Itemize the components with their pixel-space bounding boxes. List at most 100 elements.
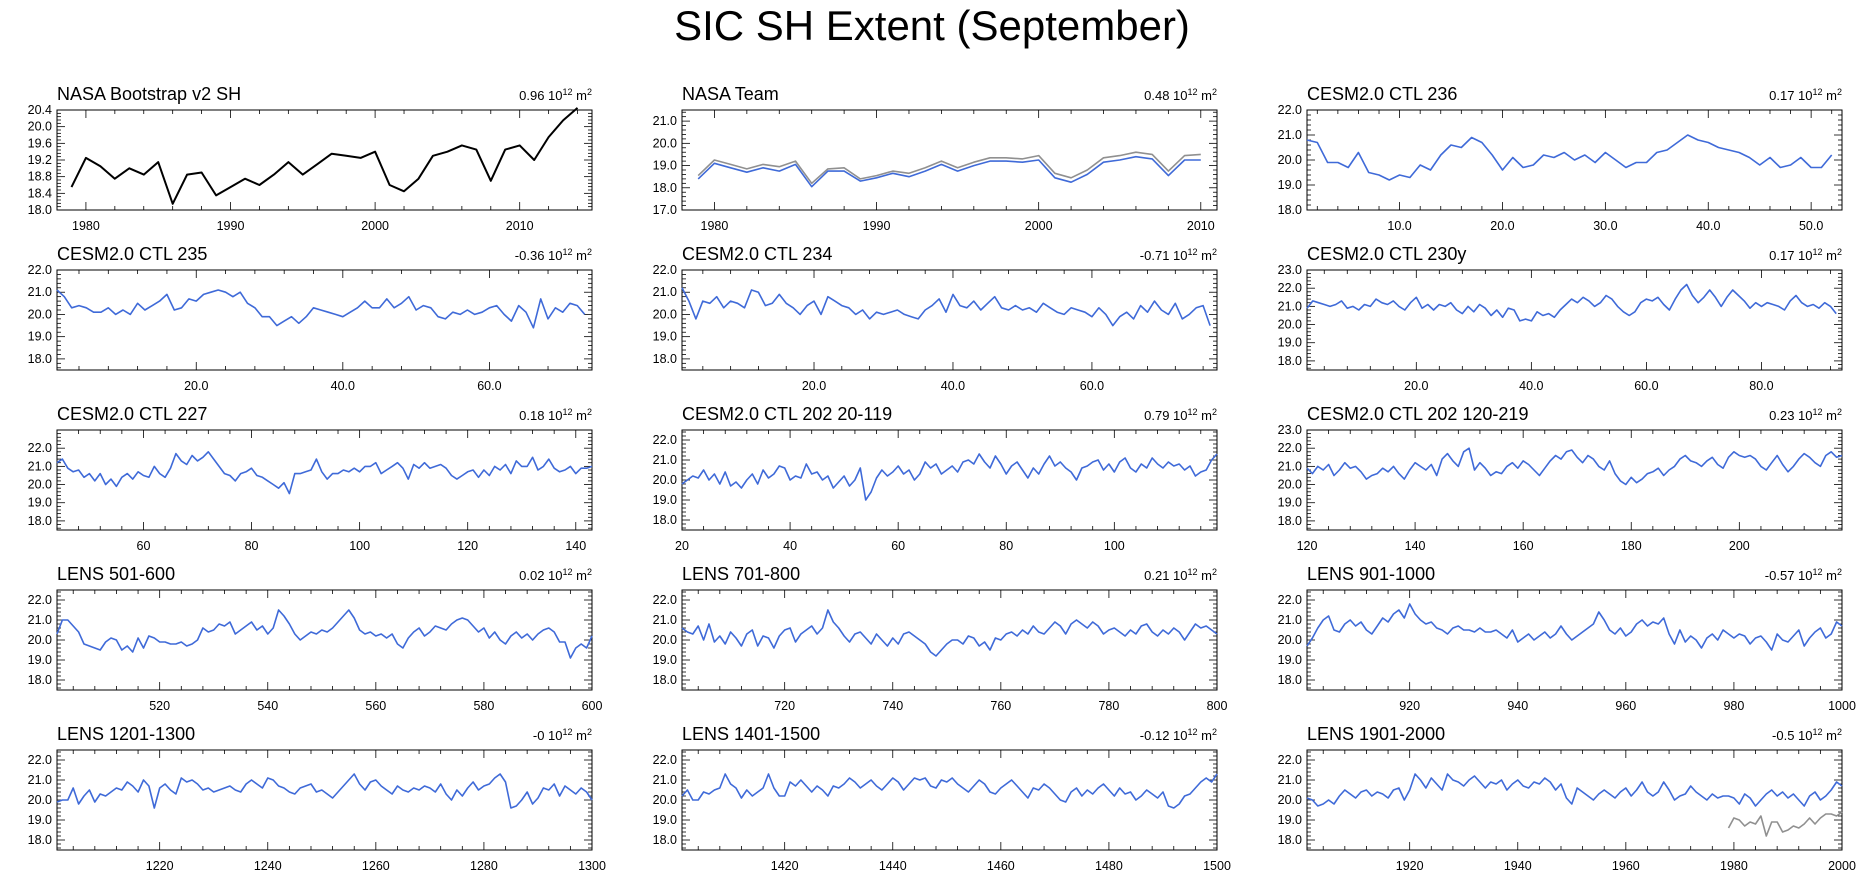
y-tick-label: 21.0: [28, 285, 52, 299]
panel-title: CESM2.0 CTL 202 120-219: [1307, 404, 1528, 424]
y-tick-label: 18.0: [28, 514, 52, 528]
panel-3: CESM2.0 CTL 236 0.17 1012 m2 18.0 19.0 20.0 2…: [1278, 84, 1843, 233]
y-tick-label: 20.0: [653, 473, 677, 487]
panel-title: LENS 1401-1500: [682, 724, 820, 744]
x-tick-label: 520: [149, 699, 170, 713]
y-tick-label: 20.0: [653, 793, 677, 807]
panel-trend-note: -0 1012 m2: [533, 727, 592, 743]
x-tick-label: 60.0: [1634, 379, 1658, 393]
y-tick-label: 18.0: [28, 203, 52, 217]
panel-1: NASA Bootstrap v2 SH 0.96 1012 m2 18.0 18.4…: [28, 84, 593, 233]
panel-trend-note: -0.36 1012 m2: [515, 247, 592, 263]
y-tick-label: 18.0: [1278, 354, 1302, 368]
x-tick-label: 580: [473, 699, 494, 713]
y-tick-label: 19.0: [28, 330, 52, 344]
x-tick-label: 100: [1104, 539, 1125, 553]
x-tick-label: 50.0: [1799, 219, 1823, 233]
y-tick-label: 22.0: [653, 263, 677, 277]
x-tick-label: 920: [1399, 699, 1420, 713]
y-tick-label: 19.0: [653, 330, 677, 344]
plot-frame: [56, 269, 593, 371]
x-tick-label: 100: [349, 539, 370, 553]
y-tick-label: 19.6: [28, 136, 52, 150]
x-tick-label: 1480: [1095, 859, 1123, 873]
x-tick-label: 20.0: [184, 379, 208, 393]
plot-frame: [1306, 429, 1843, 531]
plot-frame: [681, 589, 1218, 691]
panel-2: NASA Team 0.48 1012 m2 17.0 18.0 19.0 20.0 21.…: [653, 84, 1218, 233]
x-tick-label: 180: [1621, 539, 1642, 553]
x-tick-label: 2000: [1025, 219, 1053, 233]
x-tick-label: 1000: [1828, 699, 1856, 713]
y-tick-label: 21.0: [28, 613, 52, 627]
y-tick-label: 20.0: [1278, 153, 1302, 167]
series-line-model: [56, 773, 593, 809]
y-tick-label: 18.0: [653, 181, 677, 195]
y-tick-label: 20.0: [1278, 793, 1302, 807]
plot-frame: [681, 429, 1218, 531]
y-tick-label: 22.0: [28, 593, 52, 607]
y-tick-label: 23.0: [1278, 263, 1302, 277]
panel-title: CESM2.0 CTL 235: [57, 244, 207, 264]
panel-title: LENS 1901-2000: [1307, 724, 1445, 744]
x-tick-label: 560: [365, 699, 386, 713]
panel-title: LENS 1201-1300: [57, 724, 195, 744]
series-line-model: [1306, 134, 1833, 181]
x-tick-label: 2000: [361, 219, 389, 233]
panel-title: CESM2.0 CTL 227: [57, 404, 207, 424]
y-tick-label: 21.0: [1278, 459, 1302, 473]
series-line-model: [56, 450, 593, 495]
y-tick-label: 22.0: [1278, 593, 1302, 607]
x-tick-label: 980: [1723, 699, 1744, 713]
x-tick-label: 1500: [1203, 859, 1231, 873]
series-line-model: [1306, 447, 1843, 486]
y-tick-label: 19.0: [653, 653, 677, 667]
x-tick-label: 20.0: [1490, 219, 1514, 233]
x-tick-label: 1980: [1720, 859, 1748, 873]
y-tick-label: 22.0: [1278, 441, 1302, 455]
x-tick-label: 1960: [1612, 859, 1640, 873]
y-tick-label: 19.0: [1278, 178, 1302, 192]
y-tick-label: 19.0: [653, 813, 677, 827]
x-tick-label: 160: [1513, 539, 1534, 553]
y-tick-label: 20.0: [28, 120, 52, 134]
panel-title: NASA Team: [682, 84, 779, 104]
x-tick-label: 740: [882, 699, 903, 713]
panel-trend-note: -0.71 1012 m2: [1140, 247, 1217, 263]
y-tick-label: 22.0: [1278, 103, 1302, 117]
y-tick-label: 20.4: [28, 103, 52, 117]
plot-frame: [56, 749, 593, 851]
y-tick-label: 22.0: [1278, 753, 1302, 767]
panel-13: LENS 1201-1300 -0 1012 m2 18.0 19.0 20.0 21.0…: [28, 724, 606, 873]
x-tick-label: 140: [1405, 539, 1426, 553]
y-tick-label: 18.0: [1278, 833, 1302, 847]
x-tick-label: 1980: [701, 219, 729, 233]
panel-title: CESM2.0 CTL 202 20-119: [682, 404, 892, 424]
x-tick-label: 960: [1615, 699, 1636, 713]
x-tick-label: 1280: [470, 859, 498, 873]
y-tick-label: 21.0: [653, 453, 677, 467]
y-tick-label: 18.0: [1278, 673, 1302, 687]
y-tick-label: 19.0: [28, 813, 52, 827]
x-tick-label: 80: [999, 539, 1013, 553]
x-tick-label: 40.0: [1519, 379, 1543, 393]
series-line-model: [681, 609, 1218, 657]
y-tick-label: 17.0: [653, 203, 677, 217]
series-line-model: [681, 773, 1218, 809]
panel-trend-note: 0.48 1012 m2: [1144, 87, 1217, 103]
x-tick-label: 60: [137, 539, 151, 553]
panel-11: LENS 701-800 0.21 1012 m2 18.0 19.0 20.0 21.0…: [653, 564, 1228, 713]
series-line-obs_secondary: [697, 151, 1201, 185]
x-tick-label: 780: [1098, 699, 1119, 713]
y-tick-label: 20.0: [1278, 633, 1302, 647]
y-tick-label: 21.0: [1278, 613, 1302, 627]
y-tick-label: 21.0: [1278, 128, 1302, 142]
x-tick-label: 10.0: [1387, 219, 1411, 233]
x-tick-label: 1240: [254, 859, 282, 873]
panel-8: CESM2.0 CTL 202 20-119 0.79 1012 m2 18.0 19…: [653, 404, 1218, 553]
panel-trend-note: 0.17 1012 m2: [1769, 247, 1842, 263]
x-tick-label: 1920: [1396, 859, 1424, 873]
y-tick-label: 19.0: [28, 496, 52, 510]
y-tick-label: 18.0: [653, 673, 677, 687]
